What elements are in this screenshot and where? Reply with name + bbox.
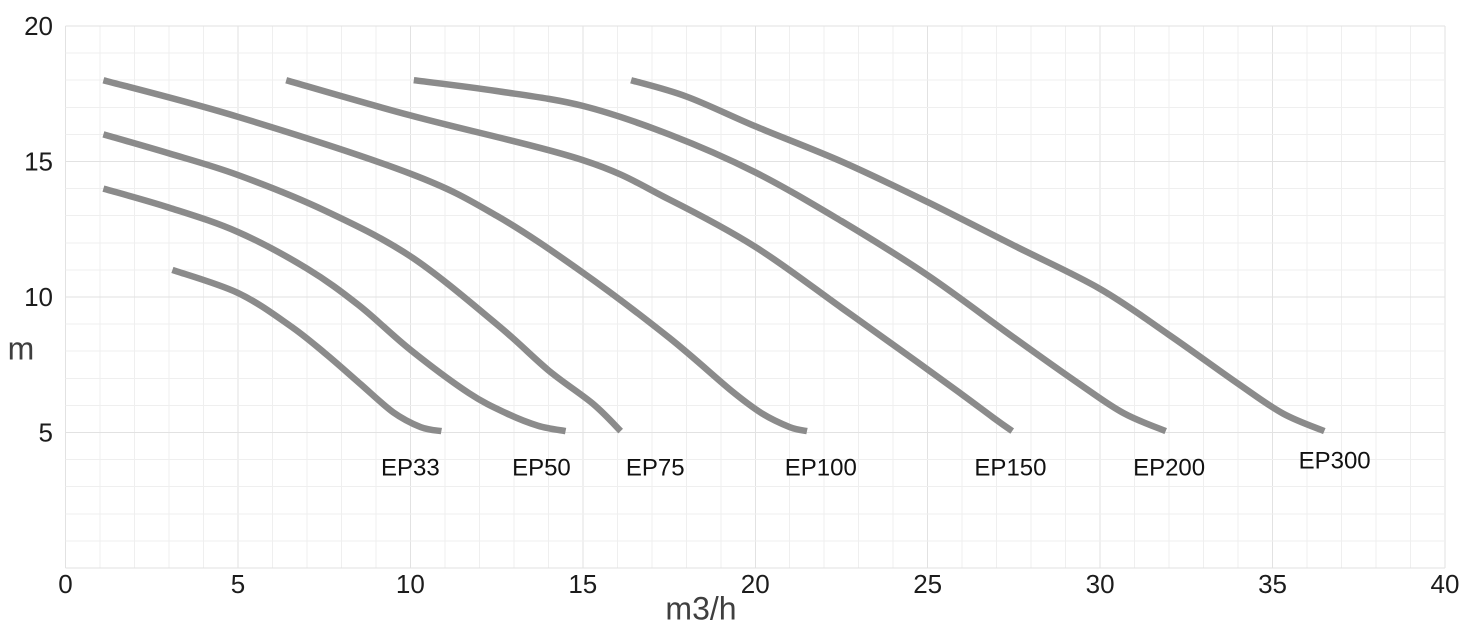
curve-EP33	[171, 266, 442, 435]
y-tick-label-5: 5	[39, 418, 53, 448]
y-tick-label-10: 10	[24, 282, 53, 312]
x-tick-label-0: 0	[58, 569, 72, 599]
curve-label-EP200: EP200	[1133, 454, 1205, 481]
x-tick-label-5: 5	[231, 569, 245, 599]
curve-labels: EP33 EP50 EP75 EP100 EP150 EP200 EP300	[381, 448, 1371, 482]
curve-EP75	[102, 131, 624, 434]
curve-label-EP50: EP50	[512, 454, 571, 481]
curve-label-EP75: EP75	[626, 454, 685, 481]
y-tick-labels: 5 10 15 20	[24, 11, 53, 448]
curve-EP100	[102, 77, 808, 435]
curve-label-EP33: EP33	[381, 454, 440, 481]
curve-EP300	[630, 77, 1326, 435]
x-tick-label-25: 25	[913, 569, 942, 599]
curve-EP150	[285, 77, 1015, 434]
curves	[102, 76, 1326, 435]
x-tick-label-20: 20	[741, 569, 770, 599]
curve-label-EP300: EP300	[1299, 448, 1371, 475]
y-axis-unit-label: m	[7, 330, 35, 367]
curve-EP200	[413, 76, 1167, 435]
x-tick-label-30: 30	[1086, 569, 1115, 599]
y-tick-label-15: 15	[24, 147, 53, 177]
x-tick-label-15: 15	[568, 569, 597, 599]
curve-EP50	[102, 185, 567, 435]
x-tick-labels: 0 5 10 15 20 25 30 35 40	[58, 569, 1459, 599]
grid	[65, 25, 1446, 569]
x-axis-unit-label: m3/h	[665, 590, 737, 627]
x-tick-label-40: 40	[1431, 569, 1460, 599]
curve-label-EP150: EP150	[974, 454, 1046, 481]
x-tick-label-10: 10	[396, 569, 425, 599]
x-tick-label-35: 35	[1258, 569, 1287, 599]
y-tick-label-20: 20	[24, 11, 53, 41]
curve-label-EP100: EP100	[785, 454, 857, 481]
